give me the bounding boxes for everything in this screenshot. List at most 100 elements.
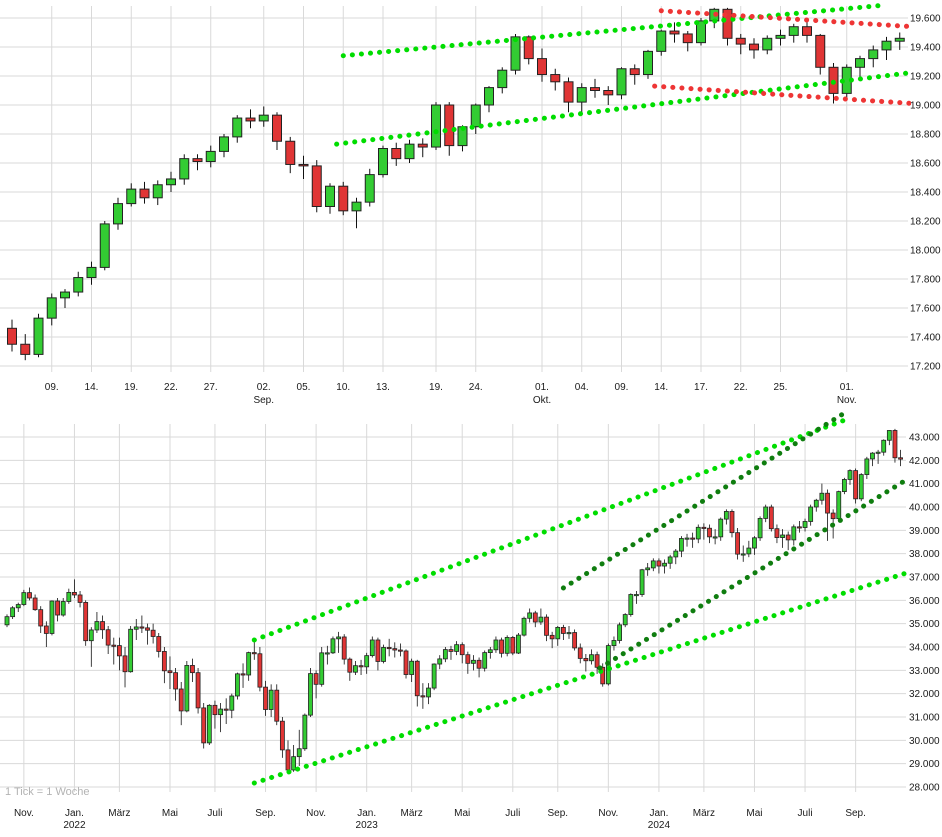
candle-body	[353, 665, 358, 673]
x-tick-label: 14.	[654, 382, 668, 393]
x-tick-label: 01.	[840, 382, 854, 393]
candle-body	[73, 277, 84, 293]
x-tick-label: Sep.	[547, 808, 568, 819]
x-tick-sublabel: 2024	[648, 820, 671, 831]
candle-body	[296, 748, 302, 758]
x-tick-label: 25.	[774, 382, 788, 393]
candle-body	[32, 597, 38, 611]
candle-body	[60, 291, 70, 299]
candle-body	[178, 688, 184, 712]
candle-body	[86, 266, 97, 279]
candle-body	[218, 708, 223, 716]
candle-body	[722, 8, 733, 39]
daily-chart-panel: 19.600 19.400 19.200 19.000 18.800 18.600 18.4…	[0, 0, 942, 412]
candle-body	[100, 621, 105, 631]
candle-body	[813, 499, 819, 508]
candle-body	[802, 521, 808, 528]
candle-body	[802, 26, 812, 36]
candle-body	[667, 556, 673, 564]
candle-body	[319, 652, 325, 685]
trendline	[597, 477, 909, 671]
daily-candlestick-chart: 19.600 19.400 19.200 19.000 18.800 18.600 18.4…	[0, 2, 941, 406]
candle-body	[33, 317, 44, 355]
x-tick-label: Juli	[207, 808, 222, 819]
tick-interval-note: 1 Tick = 1 Woche	[5, 786, 90, 798]
x-tick-label: 05.	[297, 382, 311, 393]
candle-body	[139, 188, 150, 199]
candle-body	[643, 50, 653, 76]
candle-body	[38, 609, 44, 627]
candle-body	[150, 629, 156, 637]
candle-body	[336, 636, 341, 640]
x-tick-label: 01.	[535, 382, 549, 393]
candle-body	[442, 649, 448, 660]
x-tick-label: März	[693, 808, 715, 819]
candle-body	[868, 49, 879, 60]
candle-body	[43, 625, 49, 634]
candle-body	[465, 654, 471, 664]
trendline	[251, 570, 909, 786]
candle-body	[66, 591, 72, 602]
candle-body	[563, 81, 574, 103]
candle-body	[712, 536, 718, 539]
x-tick-label: 02.	[257, 382, 271, 393]
y-tick-label: 32.000	[909, 689, 940, 700]
y-tick-label: 17.800	[910, 275, 941, 286]
candle-body	[392, 648, 398, 651]
x-tick-label: Mai	[746, 808, 762, 819]
candle-body	[325, 185, 335, 207]
candle-body	[161, 651, 167, 672]
y-tick-label: 36.000	[909, 596, 940, 607]
candle-body	[499, 639, 504, 654]
candle-body	[192, 158, 203, 163]
x-tick-label: Mai	[162, 808, 178, 819]
candle-body	[72, 591, 77, 596]
y-tick-label: 19.400	[910, 43, 941, 54]
candle-body	[420, 695, 426, 698]
candle-body	[219, 136, 229, 152]
candle-body	[611, 640, 617, 646]
candle-body	[206, 704, 212, 744]
x-tick-label: 27.	[204, 382, 218, 393]
x-tick-label: Jan.	[357, 808, 376, 819]
candle-body	[126, 188, 137, 205]
candle-body	[431, 663, 437, 689]
y-tick-label: 17.600	[910, 304, 941, 315]
candle-body	[279, 720, 285, 751]
candle-body	[409, 660, 415, 675]
candle-body	[341, 636, 347, 660]
candle-body	[639, 569, 645, 595]
candle-body	[894, 37, 905, 42]
candle-body	[682, 33, 693, 44]
candle-body	[195, 672, 201, 709]
candle-body	[257, 653, 263, 688]
candle-body	[88, 629, 94, 642]
x-tick-label: Juli	[798, 808, 813, 819]
candle-body	[819, 492, 825, 501]
candle-body	[4, 616, 10, 626]
candle-body	[645, 567, 651, 571]
candle-body	[263, 686, 268, 710]
candle-body	[594, 654, 600, 668]
candle-body	[122, 655, 128, 673]
candle-body	[864, 458, 870, 475]
weekly-candlestick-chart: 43.000 42.000 41.000 40.000 39.000 38.000 37.0…	[0, 412, 940, 831]
candle-body	[521, 617, 527, 636]
candle-body	[589, 654, 594, 662]
candle-body	[15, 604, 21, 609]
candle-body	[560, 626, 566, 634]
y-tick-label: 19.200	[910, 72, 941, 83]
candle-body	[364, 655, 370, 668]
y-tick-label: 34.000	[909, 642, 940, 653]
candle-body	[690, 537, 696, 540]
candle-body	[364, 174, 375, 203]
candle-body	[94, 621, 100, 631]
candle-body	[836, 491, 842, 520]
candle-body	[634, 594, 639, 597]
candle-body	[537, 58, 547, 76]
x-tick-sublabel: Okt.	[533, 395, 551, 406]
y-tick-label: 33.000	[909, 666, 940, 677]
candle-body	[718, 518, 724, 538]
x-tick-label: Juli	[505, 808, 520, 819]
x-tick-label: Mai	[454, 808, 470, 819]
